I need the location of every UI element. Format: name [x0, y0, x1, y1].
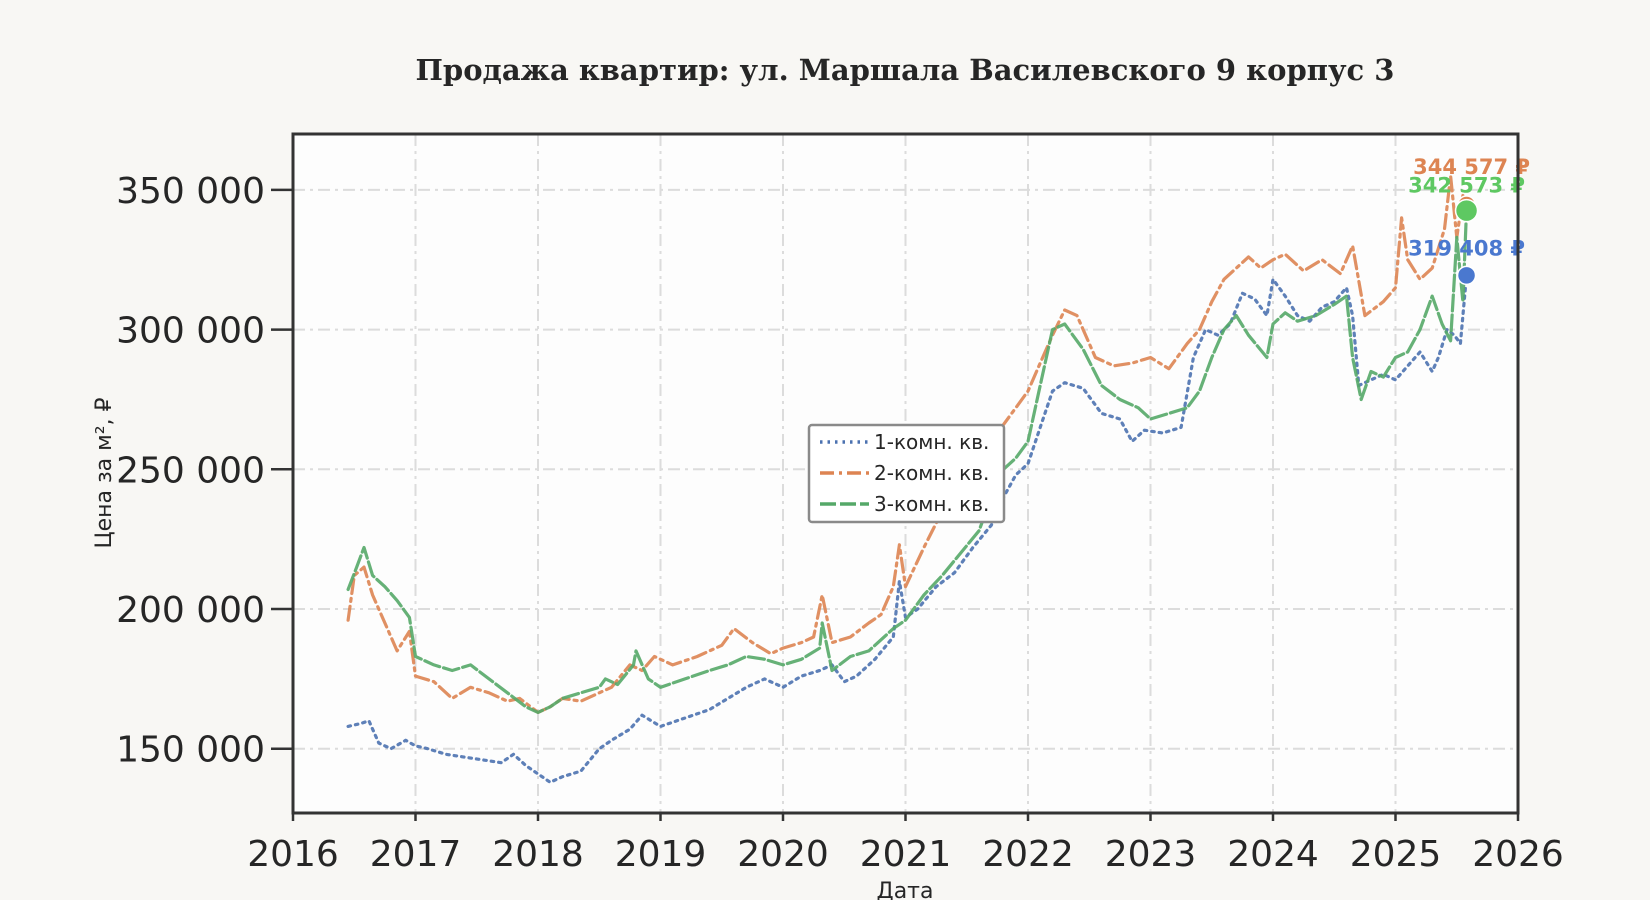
x-tick-label: 2017	[370, 834, 462, 875]
legend: 1-комн. кв. 2-комн. кв. 3-комн. кв.	[807, 423, 1006, 524]
series-line	[346, 209, 1469, 714]
y-tick-label: 150 000	[116, 730, 265, 771]
x-tick-label: 2024	[1227, 834, 1319, 875]
legend-label: 1-комн. кв.	[874, 430, 989, 454]
series-line	[346, 273, 1469, 784]
x-axis-label: Дата	[877, 879, 934, 900]
grid	[293, 134, 1518, 813]
series-line	[346, 174, 1469, 714]
series-lines	[346, 174, 1469, 784]
y-tick-label: 200 000	[116, 590, 265, 631]
x-tick-label: 2021	[860, 834, 952, 875]
legend-label: 3-комн. кв.	[874, 492, 989, 516]
x-tick-label: 2018	[492, 834, 584, 875]
end-value-label: 342 573 ₽	[1408, 174, 1525, 198]
end-markers: 344 577 ₽342 573 ₽ 319 408 ₽	[1408, 155, 1530, 286]
legend-box	[807, 423, 1006, 524]
y-axis-label: Цена за м², ₽	[92, 397, 117, 548]
x-tick-label: 2025	[1350, 834, 1442, 875]
x-tick-label: 2016	[247, 834, 339, 875]
x-tick-label: 2019	[615, 834, 707, 875]
end-value-label: 319 408 ₽	[1408, 236, 1525, 260]
x-tick-label: 2022	[982, 834, 1074, 875]
axis-ticks: 2016 2017 2018 2019 2020 2021 2022 2023 2024 2025…	[116, 171, 1564, 875]
x-tick-label: 2020	[737, 834, 829, 875]
end-marker	[1454, 198, 1479, 223]
legend-label: 2-комн. кв.	[874, 461, 989, 485]
end-value-label: 344 577 ₽	[1413, 155, 1530, 179]
y-tick-label: 250 000	[116, 450, 265, 491]
x-tick-label: 2023	[1105, 834, 1197, 875]
y-tick-label: 300 000	[116, 311, 265, 352]
y-tick-label: 350 000	[116, 171, 265, 212]
end-marker	[1456, 265, 1477, 286]
chart-title: Продажа квартир: ул. Маршала Василевског…	[416, 53, 1395, 87]
x-tick-label: 2026	[1472, 834, 1564, 875]
